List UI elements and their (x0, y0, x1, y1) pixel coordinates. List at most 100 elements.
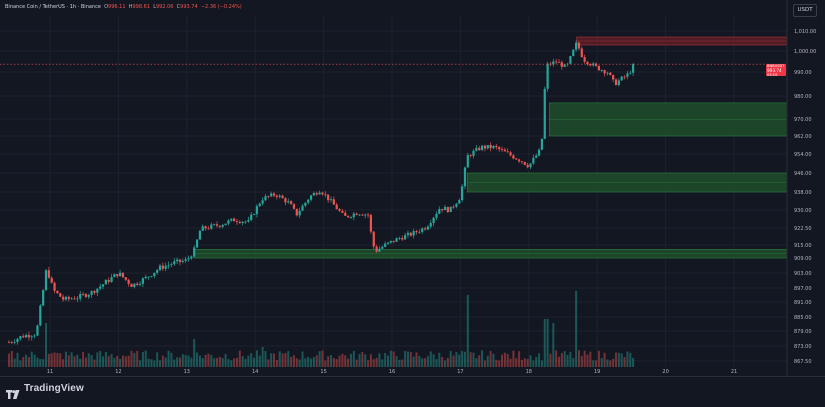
candle-body (358, 214, 361, 216)
volume-bar (347, 358, 350, 367)
volume-bar (538, 353, 541, 367)
candle-body (76, 298, 79, 300)
y-tick-label: 885.00 (794, 315, 812, 321)
volume-bar (609, 360, 612, 367)
y-tick-label: 990.00 (794, 70, 812, 76)
candle-body (489, 145, 492, 149)
volume-bar (426, 356, 429, 367)
candle-body (492, 145, 495, 149)
volume-bar (600, 358, 603, 367)
candle-body (486, 145, 489, 149)
volume-bar (452, 355, 455, 367)
volume-bar (523, 358, 526, 367)
candle-body (441, 209, 444, 211)
candle-body (287, 201, 290, 203)
candle-body (617, 80, 620, 86)
volume-bar (566, 355, 569, 367)
candle-body (161, 265, 164, 269)
candle-body (518, 159, 521, 162)
volume-bar (589, 351, 592, 367)
volume-bar (506, 353, 509, 367)
candle-body (307, 199, 310, 203)
candle-body (458, 200, 461, 204)
volume-bar (455, 352, 458, 367)
volume-bar (401, 359, 404, 367)
volume-bar (250, 353, 253, 367)
volume-bar (617, 352, 620, 367)
candle-body (247, 219, 250, 222)
volume-bar (96, 352, 99, 367)
candle-body (443, 207, 447, 211)
candle-body (295, 208, 298, 216)
volume-bar (526, 359, 529, 367)
volume-bar (572, 357, 575, 367)
candle-body (480, 145, 484, 150)
volume-bar (603, 352, 606, 367)
candle-body (87, 294, 90, 297)
volume-bar (173, 359, 176, 367)
price-axis-background (787, 0, 825, 376)
volume-bar (583, 350, 586, 367)
candle-body (101, 284, 105, 287)
candle-body (389, 240, 392, 243)
candle-body (398, 238, 401, 239)
volume-bar (606, 359, 609, 367)
candle-body (526, 164, 529, 168)
candle-body (47, 270, 50, 278)
time-axis[interactable]: 11 12 13 14 15 16 17 18 19 20 21 (47, 369, 737, 375)
zones (193, 36, 788, 259)
candles (7, 40, 635, 345)
price-axis[interactable]: 1,010.00 1,000.00 990.00 980.00 970.00 962.00… (786, 0, 825, 376)
candle-body (347, 215, 350, 218)
volume-bar (529, 355, 532, 367)
volume-bar (76, 354, 79, 367)
volume-bar (438, 352, 441, 367)
y-tick-label: 980.00 (794, 94, 812, 100)
volume-bar (93, 359, 96, 367)
volume-bar (19, 360, 22, 367)
candle-body (267, 196, 270, 197)
volume-bar (102, 356, 105, 367)
x-tick-label: 13 (184, 369, 190, 375)
candle-body (375, 246, 378, 252)
volume-bar (540, 360, 543, 367)
y-tick-label: 867.50 (794, 359, 812, 365)
volume-bar (13, 358, 16, 367)
candle-body (472, 150, 475, 156)
volume-bar (45, 323, 48, 367)
candle-body (438, 209, 441, 214)
volume-bar (406, 351, 409, 367)
volume-bar (144, 350, 147, 367)
candle-body (99, 286, 102, 289)
tradingview-mark-icon (6, 384, 20, 399)
volume-bar (412, 356, 415, 367)
volume-bar (580, 356, 583, 367)
candle-body (406, 232, 410, 236)
candle-body (107, 279, 110, 282)
volume-bar (193, 339, 196, 367)
symbol-title: Binance Coin / TetherUS · 1h · Binance (5, 4, 101, 10)
volume-bar (292, 355, 295, 367)
currency-button[interactable]: USDT (793, 4, 817, 17)
volume-bar (62, 359, 65, 367)
candle-body (16, 338, 19, 342)
volume-bar (238, 350, 241, 367)
change-value: −2.36 (−0.24%) (200, 4, 242, 10)
volume-bar (136, 350, 139, 367)
y-tick-label: 879.00 (794, 329, 812, 335)
volume-bar (432, 354, 435, 367)
candle-body (572, 49, 575, 57)
tradingview-logo[interactable]: TradingView (6, 383, 84, 399)
candle-body (583, 57, 586, 62)
candle-body (190, 256, 193, 259)
candle-body (275, 195, 278, 197)
volume-bar (233, 358, 236, 367)
candle-body (42, 290, 45, 306)
candle-body (213, 224, 216, 226)
candle-body (184, 259, 187, 261)
candle-body (401, 238, 404, 240)
volume-bar (156, 352, 159, 367)
volume-bar (469, 352, 472, 367)
candle-body (81, 293, 85, 295)
